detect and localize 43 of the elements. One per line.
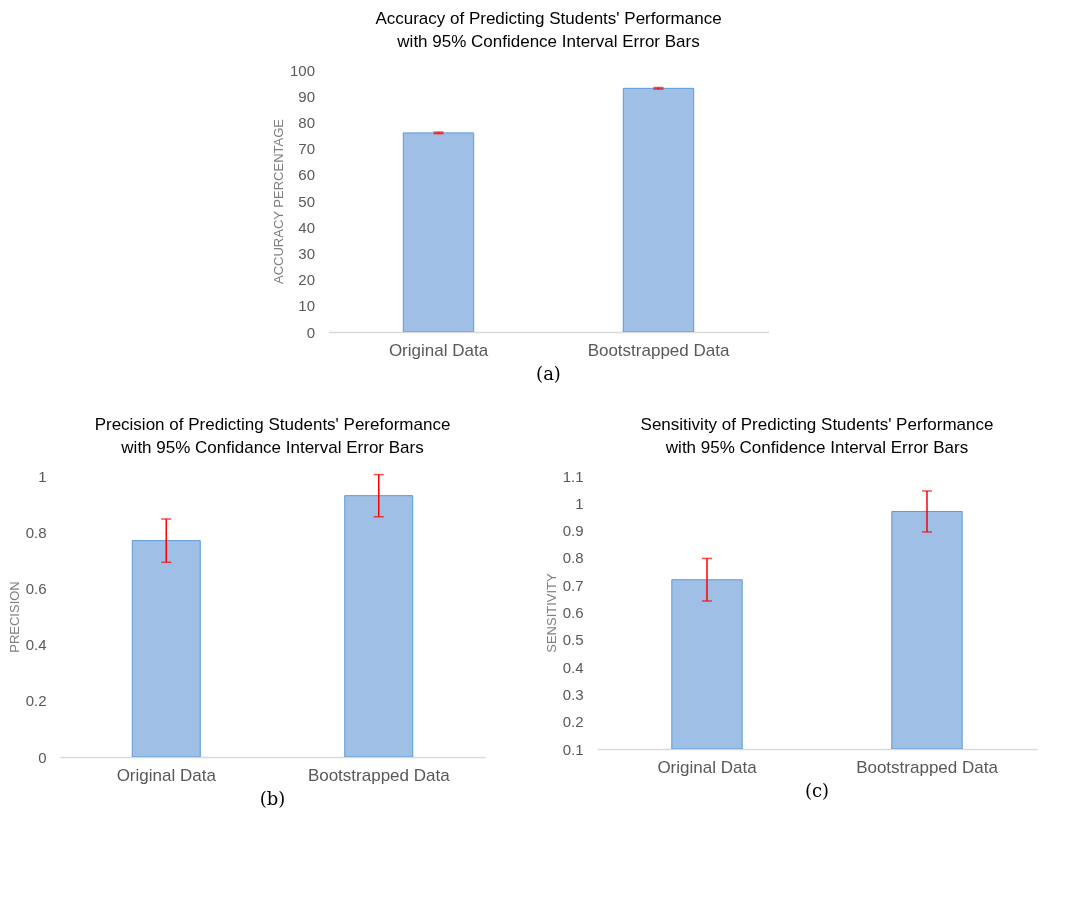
chart-title: Precision of Predicting Students' Pereformance with 95% Confidance Interval Error Bars (94, 415, 451, 457)
y-tick-label: 1.1 (562, 467, 584, 485)
y-tick-label: 0.8 (562, 549, 584, 567)
y-tick-label: 0.3 (562, 685, 584, 703)
y-tick-label: 0.5 (562, 631, 584, 649)
y-tick-label: 0.8 (25, 523, 47, 541)
text: (b) (259, 788, 286, 809)
x-tick-label: Bootstrapped Data (587, 340, 730, 360)
y-tick-label: 0.4 (25, 636, 47, 654)
y-tick-label: 0 (38, 748, 47, 766)
y-tick-label: 30 (298, 244, 315, 262)
y-axis-title: PRECISION (6, 581, 22, 653)
y-tick-label: 0.6 (25, 579, 47, 597)
x-tick-label: Original Data (388, 340, 489, 360)
y-tick-label: 80 (298, 113, 315, 131)
y-tick-label: 0.4 (562, 658, 584, 676)
y-tick-label: 0 (306, 323, 315, 341)
x-tick-label: Bootstrapped Data (307, 765, 451, 785)
y-tick-label: 0.2 (562, 713, 584, 731)
y-axis-title: SENSITIVITY (543, 572, 559, 653)
y-tick-label: 70 (298, 140, 315, 158)
y-tick-label: 0.1 (562, 740, 584, 758)
y-tick-label: 60 (298, 166, 315, 184)
x-tick-label: Original Data (657, 757, 758, 777)
y-tick-label: 50 (298, 192, 315, 210)
chart-title: Accuracy of Predicting Students' Performance with 95% Confidence Interval Error Bars (375, 9, 722, 51)
x-tick-label: Original Data (116, 765, 217, 785)
y-tick-label: 0.7 (562, 576, 584, 594)
text: (a) (536, 363, 561, 384)
y-tick-label: 90 (298, 87, 315, 105)
y-tick-label: 0.9 (562, 522, 584, 540)
chart-title: Sensitivity of Predicting Students' Performance with 95% Confidence Interval Error Bars (640, 415, 994, 457)
y-axis-title: ACCURACY PERCENTAGE (270, 118, 286, 284)
y-tick-label: 1 (575, 494, 584, 512)
y-tick-label: 100 (289, 61, 315, 79)
x-tick-label: Bootstrapped Data (856, 757, 999, 777)
y-tick-label: 0.2 (25, 692, 47, 710)
y-tick-label: 20 (298, 271, 315, 289)
y-tick-label: 0.6 (562, 604, 584, 621)
text: (c) (804, 780, 830, 801)
y-tick-label: 40 (298, 218, 315, 236)
y-tick-label: 10 (298, 297, 315, 315)
y-tick-label: 1 (38, 467, 47, 485)
